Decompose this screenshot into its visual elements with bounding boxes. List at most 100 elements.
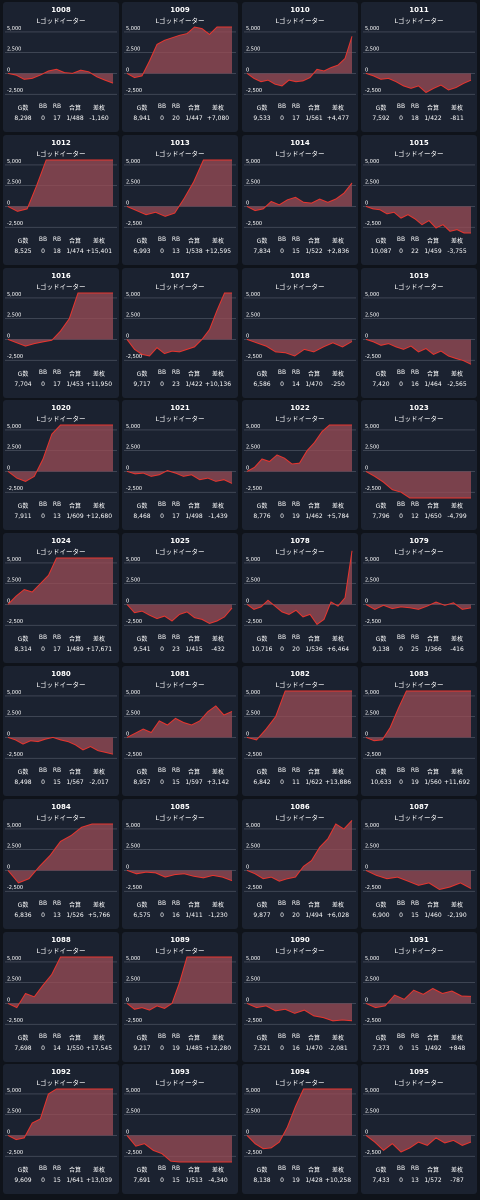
series-line [7, 68, 114, 84]
tick-label: 5,000 [365, 690, 379, 696]
tick-label: 0 [126, 465, 129, 471]
machine-card[interactable]: 1081 Lゴッドイーター 5,000 2,500 0 -2,500 G数 8,957 BB 0 R… [122, 666, 238, 796]
machine-card[interactable]: 1008 Lゴッドイーター 5,000 2,500 0 -2,500 G数 8,298 BB 0 R… [3, 2, 119, 132]
stats-block: G数 8,525 BB 0 RB 18 合算 1/474 差枚 +15,401 [3, 235, 119, 261]
machine-card[interactable]: 1086 Lゴッドイーター 5,000 2,500 0 -2,500 G数 9,877 BB 0 R… [242, 799, 358, 929]
stat-value: 9,138 [372, 646, 390, 653]
machine-card[interactable]: 1010 Lゴッドイーター 5,000 2,500 0 -2,500 G数 9,533 BB 0 R… [242, 2, 358, 132]
stat-header: 差枚 [92, 503, 106, 510]
machine-card[interactable]: 1084 Lゴッドイーター 5,000 2,500 0 -2,500 G数 6,836 BB 0 R… [3, 799, 119, 929]
machine-card[interactable]: 1020 Lゴッドイーター 5,000 2,500 0 -2,500 G数 7,911 BB 0 R… [3, 400, 119, 530]
stats-block: G数 10,633 BB 0 RB 19 合算 1/560 差枚 +11,692 [361, 766, 477, 792]
stat-header: RB [171, 369, 181, 376]
machine-card[interactable]: 1094 Lゴッドイーター 5,000 2,500 0 -2,500 G数 8,138 BB 0 R… [242, 1064, 358, 1194]
stats-block: G数 9,217 BB 0 RB 19 合算 1/485 差枚 +12,280 [122, 1032, 238, 1058]
machine-name: Lゴッドイーター [394, 17, 444, 25]
machine-name: Lゴッドイーター [36, 548, 86, 556]
payout-chart: 5,000 2,500 0 -2,500 [5, 823, 117, 892]
machine-card[interactable]: 1015 Lゴッドイーター 5,000 2,500 0 -2,500 G数 10,087 BB 0… [361, 135, 477, 265]
stat-value: -432 [211, 646, 225, 653]
stat-value: 0 [160, 779, 164, 786]
tick-label: 2,500 [126, 578, 140, 584]
machine-card[interactable]: 1091 Lゴッドイーター 5,000 2,500 0 -2,500 G数 7,373 BB 0 R… [361, 932, 477, 1062]
machine-card[interactable]: 1089 Lゴッドイーター 5,000 2,500 0 -2,500 G数 9,217 BB 0 R… [122, 932, 238, 1062]
machine-card[interactable]: 1024 Lゴッドイーター 5,000 2,500 0 -2,500 G数 8,314 BB 0 R… [3, 533, 119, 663]
tick-label: 5,000 [126, 956, 140, 962]
stat-value: +13,886 [324, 779, 352, 786]
machine-card[interactable]: 1080 Lゴッドイーター 5,000 2,500 0 -2,500 G数 8,498 BB 0 R… [3, 666, 119, 796]
tick-label: 5,000 [365, 1088, 379, 1094]
stat-value: 15 [172, 779, 180, 786]
machine-name: Lゴッドイーター [394, 681, 444, 689]
machine-card[interactable]: 1014 Lゴッドイーター 5,000 2,500 0 -2,500 G数 7,834 BB 0 R… [242, 135, 358, 265]
stat-value: +7,080 [206, 115, 230, 122]
stat-value: 10,716 [251, 646, 273, 653]
machine-card[interactable]: 1088 Lゴッドイーター 5,000 2,500 0 -2,500 G数 7,698 BB 0 R… [3, 932, 119, 1062]
stat-header: 合算 [68, 769, 82, 776]
stat-header: 差枚 [211, 769, 225, 776]
stat-value: +5,766 [87, 912, 111, 919]
stat-header: RB [52, 1033, 62, 1040]
machine-card[interactable]: 1011 Lゴッドイーター 5,000 2,500 0 -2,500 G数 7,592 BB 0 R… [361, 2, 477, 132]
machine-card[interactable]: 1023 Lゴッドイーター 5,000 2,500 0 -2,500 G数 7,796 BB 0 R… [361, 400, 477, 530]
tick-label: 2,500 [246, 578, 260, 584]
stat-header: 差枚 [450, 105, 464, 112]
tick-label: -2,500 [7, 752, 23, 758]
machine-card[interactable]: 1090 Lゴッドイーター 5,000 2,500 0 -2,500 G数 7,521 BB 0 R… [242, 932, 358, 1062]
machine-card[interactable]: 1019 Lゴッドイーター 5,000 2,500 0 -2,500 G数 7,420 BB 0 R… [361, 268, 477, 398]
stat-value: 7,521 [253, 1045, 271, 1052]
stat-value: 1/597 [185, 779, 203, 786]
stat-value: +17,545 [85, 1045, 113, 1052]
stat-header: G数 [375, 902, 387, 909]
stat-value: 11 [292, 779, 300, 786]
machine-card[interactable]: 1078 Lゴッドイーター 5,000 2,500 0 -2,500 G数 10,716 BB 0… [242, 533, 358, 663]
series-area [8, 558, 113, 605]
series-area [247, 36, 352, 86]
machine-card[interactable]: 1012 Lゴッドイーター 5,000 2,500 0 -2,500 G数 8,525 BB 0 R… [3, 135, 119, 265]
payout-chart: 5,000 2,500 0 -2,500 [5, 956, 117, 1025]
machine-card[interactable]: 1021 Lゴッドイーター 5,000 2,500 0 -2,500 G数 8,468 BB 0 R… [122, 400, 238, 530]
machine-card[interactable]: 1087 Lゴッドイーター 5,000 2,500 0 -2,500 G数 6,900 BB 0 R… [361, 799, 477, 929]
machine-card[interactable]: 1082 Lゴッドイーター 5,000 2,500 0 -2,500 G数 6,842 BB 0 R… [242, 666, 358, 796]
stat-value: 8,957 [133, 779, 151, 786]
tick-label: 0 [126, 67, 129, 73]
machine-card[interactable]: 1095 Lゴッドイーター 5,000 2,500 0 -2,500 G数 7,433 BB 0 R… [361, 1064, 477, 1194]
tick-label: 2,500 [365, 445, 379, 451]
payout-chart: 5,000 2,500 0 -2,500 [244, 26, 356, 95]
machine-card[interactable]: 1017 Lゴッドイーター 5,000 2,500 0 -2,500 G数 9,717 BB 0 R… [122, 268, 238, 398]
stats-block: G数 6,842 BB 0 RB 11 合算 1/622 差枚 +13,886 [242, 766, 358, 792]
machine-card[interactable]: 1093 Lゴッドイーター 5,000 2,500 0 -2,500 G数 7,691 BB 0 R… [122, 1064, 238, 1194]
machine-card[interactable]: 1079 Lゴッドイーター 5,000 2,500 0 -2,500 G数 9,138 BB 0 R… [361, 533, 477, 663]
stat-header: BB [396, 236, 406, 243]
tick-label: 0 [7, 67, 10, 73]
machine-card[interactable]: 1018 Lゴッドイーター 5,000 2,500 0 -2,500 G数 6,586 BB 0 R… [242, 268, 358, 398]
stat-header: 差枚 [92, 769, 106, 776]
machine-card[interactable]: 1013 Lゴッドイーター 5,000 2,500 0 -2,500 G数 6,993 BB 0 R… [122, 135, 238, 265]
machine-card[interactable]: 1083 Lゴッドイーター 5,000 2,500 0 -2,500 G数 10,633 BB 0… [361, 666, 477, 796]
machine-card[interactable]: 1016 Lゴッドイーター 5,000 2,500 0 -2,500 G数 7,704 BB 0 R… [3, 268, 119, 398]
machine-name: Lゴッドイーター [275, 17, 325, 25]
machine-name: Lゴッドイーター [275, 681, 325, 689]
machine-card[interactable]: 1025 Lゴッドイーター 5,000 2,500 0 -2,500 G数 9,541 BB 0 R… [122, 533, 238, 663]
machine-card[interactable]: 1085 Lゴッドイーター 5,000 2,500 0 -2,500 G数 6,575 BB 0 R… [122, 799, 238, 929]
machine-card[interactable]: 1092 Lゴッドイーター 5,000 2,500 0 -2,500 G数 9,609 BB 0 R… [3, 1064, 119, 1194]
series-line [126, 956, 232, 1011]
stat-value: 0 [280, 912, 284, 919]
series-area [247, 339, 352, 356]
stat-header: G数 [375, 105, 387, 112]
tick-label: 5,000 [365, 823, 379, 829]
stat-value: +17,671 [85, 646, 113, 653]
machine-card[interactable]: 1009 Lゴッドイーター 5,000 2,500 0 -2,500 G数 8,941 BB 0 R… [122, 2, 238, 132]
stat-value: +12,680 [85, 513, 113, 520]
machine-card[interactable]: 1022 Lゴッドイーター 5,000 2,500 0 -2,500 G数 8,776 BB 0 R… [242, 400, 358, 530]
machine-name: Lゴッドイーター [155, 415, 205, 423]
machine-number: 1010 [290, 6, 310, 14]
payout-chart: 5,000 2,500 0 -2,500 [363, 557, 475, 626]
tick-label: 0 [126, 1129, 129, 1135]
stat-value: +2,836 [326, 248, 350, 255]
stat-value: 7,911 [14, 513, 32, 520]
series-line [246, 338, 353, 357]
stat-value: 7,704 [14, 381, 32, 388]
payout-chart: 5,000 2,500 0 -2,500 [5, 292, 117, 361]
tick-label: -2,500 [7, 1018, 23, 1024]
